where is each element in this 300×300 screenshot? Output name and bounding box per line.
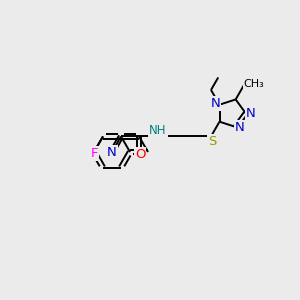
Text: S: S (208, 135, 216, 148)
Text: N: N (107, 146, 117, 160)
Text: NH: NH (149, 124, 167, 137)
Text: CH₃: CH₃ (244, 79, 265, 89)
Text: F: F (91, 147, 98, 160)
Text: O: O (135, 148, 145, 161)
Text: N: N (246, 107, 256, 120)
Text: N: N (235, 122, 244, 134)
Text: N: N (211, 97, 220, 110)
